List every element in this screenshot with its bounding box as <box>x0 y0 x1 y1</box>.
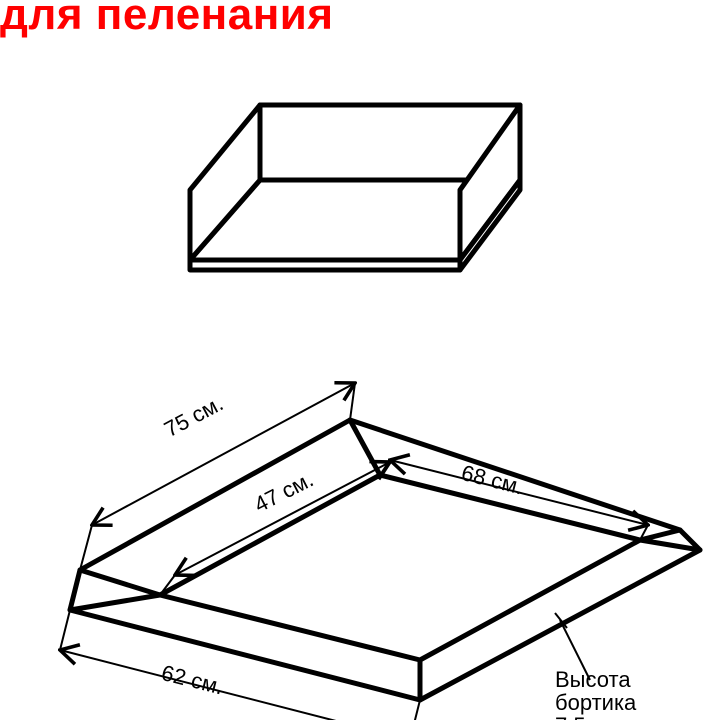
height-note-line3: 7,5 см. <box>555 714 636 720</box>
height-note-line1: Высота <box>555 668 636 691</box>
bottom-layout-drawing <box>0 0 720 720</box>
height-note: Высота бортика 7,5 см. <box>555 668 636 720</box>
diagram-canvas: для пеленания <box>0 0 720 720</box>
height-note-line2: бортика <box>555 691 636 714</box>
